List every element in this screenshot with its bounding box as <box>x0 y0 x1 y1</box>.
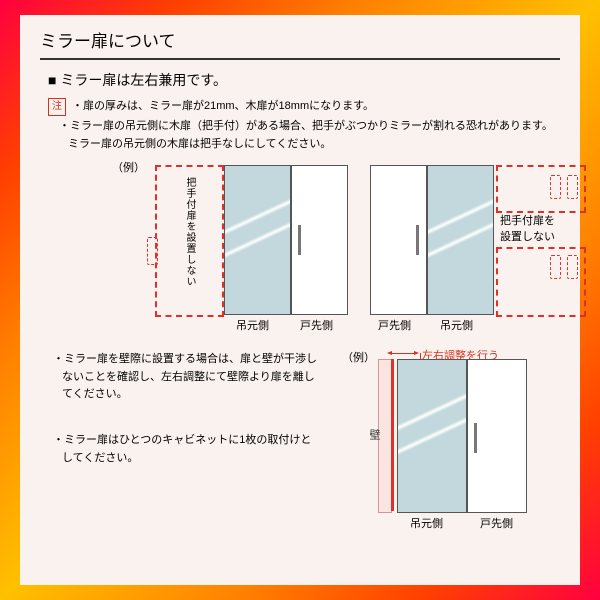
forbid-text-right: 把手付扉を 設置しない <box>500 214 555 245</box>
example-label-2: （例） <box>342 349 375 365</box>
adjust-arrow <box>392 353 414 354</box>
hinge-label-right: 吊元側 <box>440 317 473 333</box>
subtitle: ミラー扉は左右兼用です。 <box>48 70 560 90</box>
mirror-door-2 <box>397 359 467 513</box>
note-text-2: ・ミラー扉の吊元側に木扉（把手付）がある場合、把手がぶつかりミラーが割れる恐れが… <box>68 118 560 153</box>
forbid-box-left: 把手付扉を設置しない <box>155 165 224 317</box>
handle-left <box>298 225 301 255</box>
red-gap-line <box>391 359 394 511</box>
forbid-text-left: 把手付扉を設置しない <box>182 177 197 287</box>
handle-ghost-bot2 <box>567 255 578 279</box>
figure-2: ・ミラー扉を壁際に設置する場合は、扉と壁が干渉しないことを確認し、左右調整にて壁… <box>40 345 560 535</box>
handle-right <box>416 225 419 255</box>
handle-ghost-bot1 <box>550 255 561 279</box>
page-title: ミラー扉について <box>40 27 560 60</box>
front-label-left: 戸先側 <box>300 317 333 333</box>
front-label-2: 戸先側 <box>480 515 513 531</box>
wall-label: 壁 <box>366 429 382 440</box>
body-text-2: ・ミラー扉はひとつのキャビネットに1枚の取付けとしてください。 <box>62 432 320 467</box>
front-label-right: 戸先側 <box>378 317 411 333</box>
body-text-1: ・ミラー扉を壁際に設置する場合は、扉と壁が干渉しないことを確認し、左右調整にて壁… <box>62 351 320 404</box>
handle-2 <box>474 423 477 453</box>
mirror-door-right <box>427 165 494 315</box>
handle-ghost-top2 <box>567 175 578 199</box>
hinge-label-2: 吊元側 <box>410 515 443 531</box>
hinge-label-left: 吊元側 <box>236 317 269 333</box>
handle-ghost-left <box>147 237 158 265</box>
note-tag: 注 <box>48 98 66 116</box>
figure-1: （例） 把手付扉を設置しない 吊元側 戸先側 把手付扉を 設置しない 戸先側 吊… <box>40 159 560 339</box>
handle-ghost-top1 <box>550 175 561 199</box>
example-label-1: （例） <box>112 159 145 175</box>
note-text-1: ・扉の厚みは、ミラー扉が21mm、木扉が18mmになります。 <box>72 98 374 116</box>
mirror-door-left <box>224 165 291 315</box>
